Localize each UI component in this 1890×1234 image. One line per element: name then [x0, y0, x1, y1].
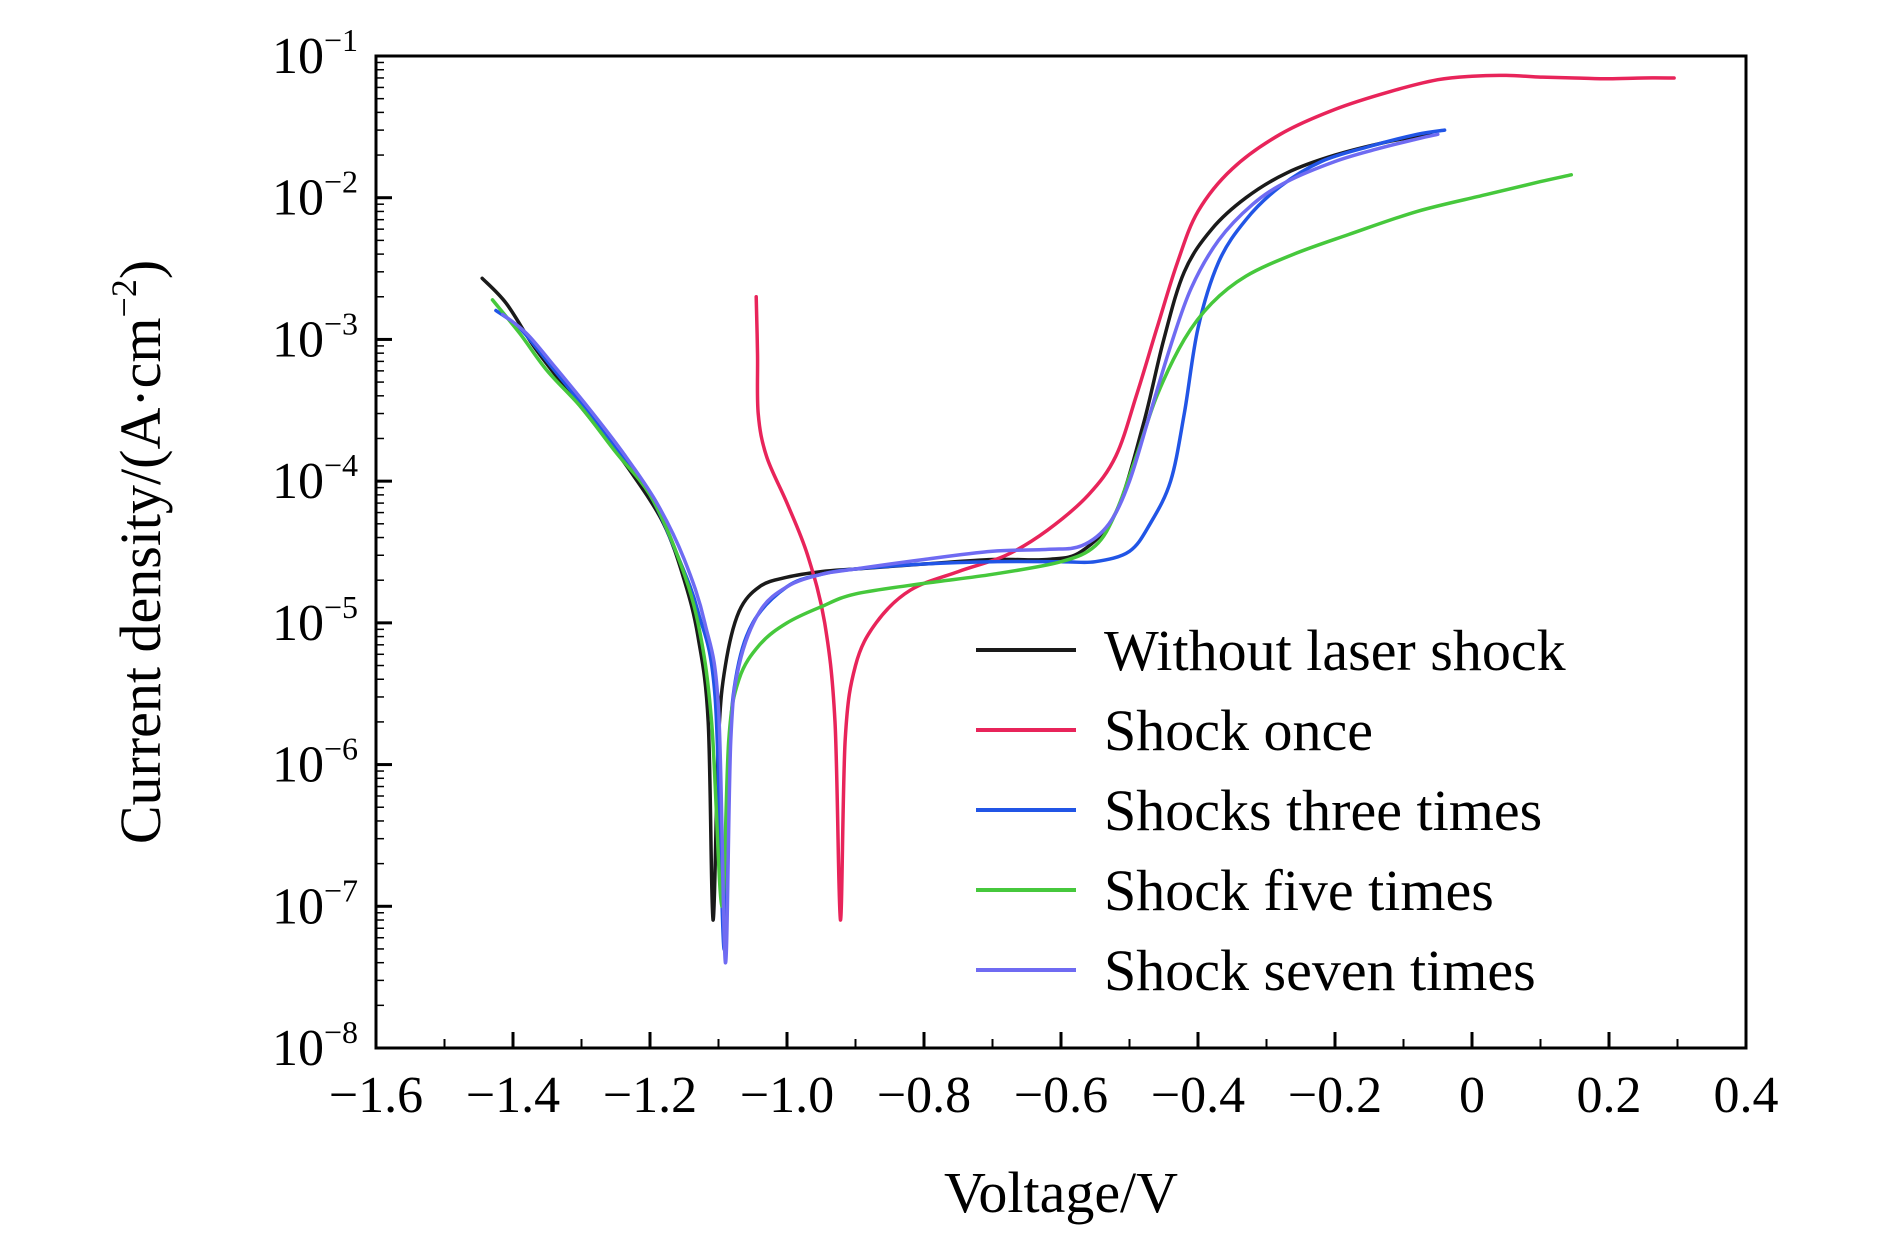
series-line-shock-five-times	[490, 173, 1574, 909]
x-tick-label: −0.6	[1014, 1067, 1108, 1124]
series-line-without-laser-shock	[480, 132, 1433, 922]
y-tick-label: 10−1	[272, 22, 358, 85]
x-tick-label: −1.2	[603, 1067, 697, 1124]
y-tick-label: 10−5	[272, 589, 358, 652]
y-axis-ticks: 10−1 10−2 10−3 10−4 10−5 10−6 10−7 10−8	[272, 22, 392, 1077]
y-axis-title: Current density/(A·cm−2)	[104, 260, 173, 844]
plot-area-frame	[374, 54, 1748, 1050]
x-tick-label: 0	[1459, 1067, 1485, 1124]
x-tick-label: 0.4	[1714, 1067, 1779, 1124]
x-tick-label: 0.2	[1577, 1067, 1642, 1124]
legend: Without laser shock Shock once Shocks thre…	[976, 618, 1566, 1003]
legend-label-shocks-three-times: Shocks three times	[1104, 778, 1542, 843]
y-tick-label: 10−8	[272, 1014, 358, 1077]
x-axis-ticks: −1.6 −1.4 −1.2 −1.0 −0.8 −0.6 −0.4 −0.2 0 0.2 0.4	[329, 1032, 1779, 1124]
series-curves	[480, 73, 1676, 965]
x-tick-label: −1.0	[740, 1067, 834, 1124]
y-tick-label: 10−4	[272, 447, 358, 510]
legend-label-without-laser-shock: Without laser shock	[1104, 618, 1566, 683]
x-tick-label: −1.6	[329, 1067, 423, 1124]
x-tick-label: −0.2	[1288, 1067, 1382, 1124]
y-tick-label: 10−2	[272, 164, 358, 227]
y-tick-label: 10−6	[272, 731, 358, 794]
legend-label-shock-once: Shock once	[1104, 698, 1373, 763]
legend-label-shock-seven-times: Shock seven times	[1104, 938, 1536, 1003]
x-axis-title: Voltage/V	[944, 1160, 1178, 1225]
x-tick-label: −0.4	[1151, 1067, 1245, 1124]
series-line-shock-seven-times	[500, 132, 1440, 965]
x-tick-label: −1.4	[466, 1067, 560, 1124]
legend-label-shock-five-times: Shock five times	[1104, 858, 1494, 923]
x-tick-label: −0.8	[877, 1067, 971, 1124]
y-tick-label: 10−7	[272, 872, 358, 935]
y-tick-label: 10−3	[272, 305, 358, 368]
